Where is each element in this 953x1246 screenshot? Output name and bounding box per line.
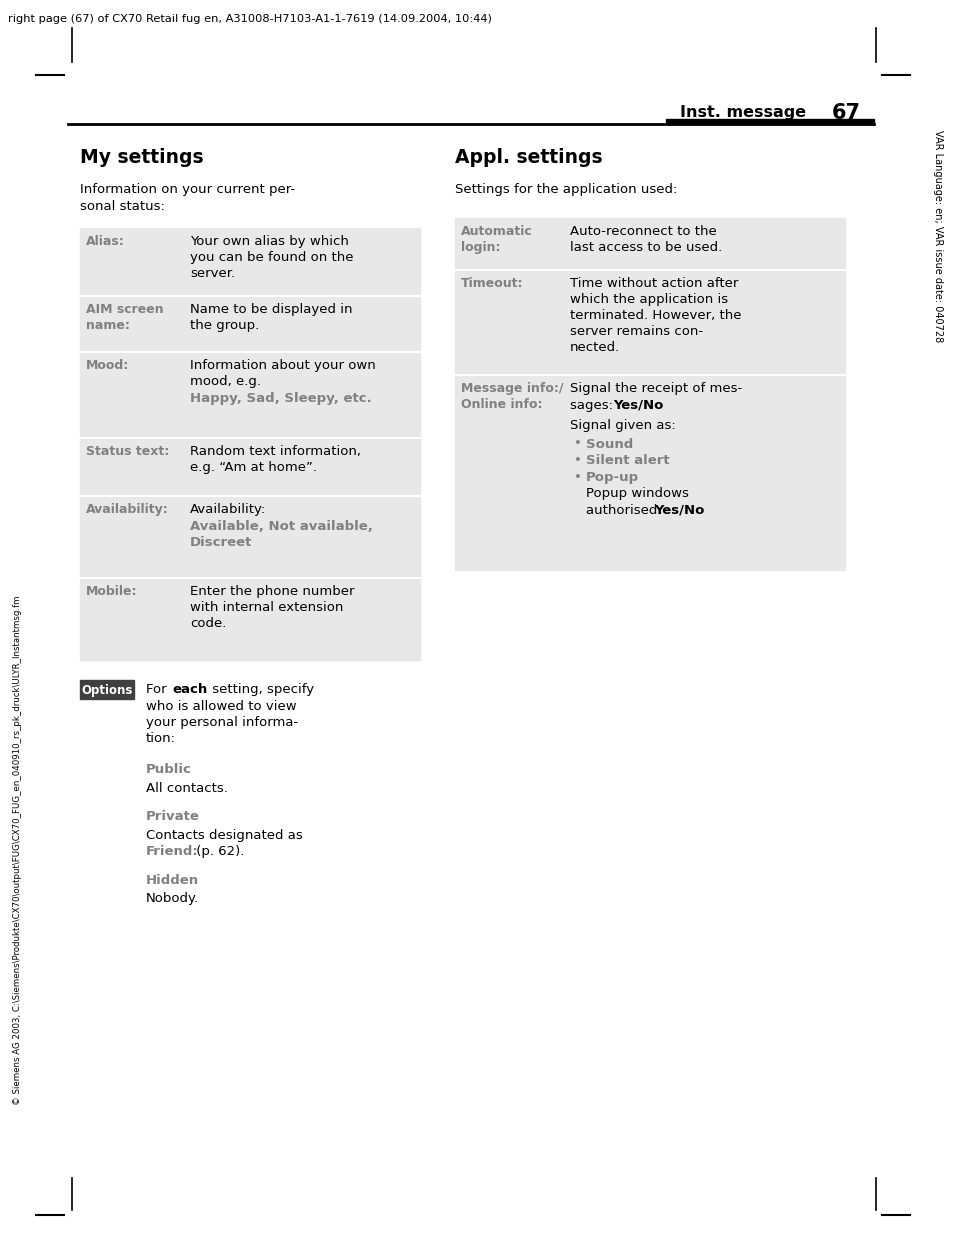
Text: sonal status:: sonal status:	[80, 199, 165, 213]
Text: Friend:: Friend:	[146, 845, 198, 858]
Text: right page (67) of CX70 Retail fug en, A31008-H7103-A1-1-7619 (14.09.2004, 10:44: right page (67) of CX70 Retail fug en, A…	[8, 14, 492, 24]
Text: Mood:: Mood:	[86, 359, 129, 373]
Text: setting, specify: setting, specify	[208, 683, 314, 697]
Text: (p. 62).: (p. 62).	[192, 845, 244, 858]
Text: Enter the phone number
with internal extension
code.: Enter the phone number with internal ext…	[190, 586, 355, 630]
Text: Sound: Sound	[585, 437, 633, 451]
Text: Silent alert: Silent alert	[585, 454, 669, 467]
Text: Random text information,
e.g. “Am at home”.: Random text information, e.g. “Am at hom…	[190, 445, 360, 473]
Text: Contacts designated as: Contacts designated as	[146, 829, 302, 841]
Text: Message info:/
Online info:: Message info:/ Online info:	[460, 383, 563, 411]
Text: Information about your own
mood, e.g.: Information about your own mood, e.g.	[190, 359, 375, 388]
Bar	[80, 439, 419, 496]
Text: Options: Options	[81, 684, 132, 697]
Text: Inst. message: Inst. message	[679, 105, 805, 120]
Text: Happy, Sad, Sleepy, etc.: Happy, Sad, Sleepy, etc.	[190, 392, 372, 405]
Text: Appl. settings: Appl. settings	[455, 148, 602, 167]
Bar	[80, 680, 133, 699]
Text: Automatic
login:: Automatic login:	[460, 226, 532, 254]
Bar	[455, 270, 844, 375]
Text: Availability:: Availability:	[190, 503, 266, 516]
Text: tion:: tion:	[146, 733, 175, 745]
Text: VAR Language: en; VAR issue date: 040728: VAR Language: en; VAR issue date: 040728	[932, 130, 942, 343]
Text: Information on your current per-: Information on your current per-	[80, 183, 294, 196]
Text: Public: Public	[146, 763, 192, 776]
Bar	[455, 218, 844, 270]
Text: sages:: sages:	[569, 399, 617, 411]
Text: Status text:: Status text:	[86, 445, 169, 459]
Bar	[80, 578, 419, 660]
Bar	[80, 496, 419, 578]
Text: Signal given as:: Signal given as:	[569, 419, 675, 432]
Text: authorised:: authorised:	[585, 503, 665, 517]
Text: •: •	[574, 454, 581, 467]
Text: Available, Not available,
Discreet: Available, Not available, Discreet	[190, 520, 373, 548]
Text: For: For	[146, 683, 171, 697]
Text: My settings: My settings	[80, 148, 203, 167]
Text: Settings for the application used:: Settings for the application used:	[455, 183, 677, 196]
Bar	[80, 297, 419, 353]
Text: Name to be displayed in
the group.: Name to be displayed in the group.	[190, 303, 352, 331]
Text: Yes/No: Yes/No	[654, 503, 703, 517]
Bar	[80, 228, 419, 297]
Text: Mobile:: Mobile:	[86, 586, 137, 598]
Text: Time without action after
which the application is
terminated. However, the
serv: Time without action after which the appl…	[569, 277, 740, 354]
Text: Signal the receipt of mes-: Signal the receipt of mes-	[569, 383, 741, 395]
Text: your personal informa-: your personal informa-	[146, 716, 298, 729]
Text: All contacts.: All contacts.	[146, 781, 228, 795]
Text: who is allowed to view: who is allowed to view	[146, 699, 296, 713]
Text: © Siemens AG 2003, C:\Siemens\Produkte\CX70\output\FUG\CX70_FUG_en_040910_rs_pk_: © Siemens AG 2003, C:\Siemens\Produkte\C…	[13, 596, 23, 1105]
Text: Auto-reconnect to the
last access to be used.: Auto-reconnect to the last access to be …	[569, 226, 721, 254]
Text: •: •	[574, 471, 581, 483]
Text: Popup windows: Popup windows	[585, 487, 688, 500]
Text: Yes/No: Yes/No	[613, 399, 662, 411]
Bar	[665, 120, 873, 125]
Text: •: •	[574, 437, 581, 451]
Text: Timeout:: Timeout:	[460, 277, 523, 290]
Text: each: each	[172, 683, 207, 697]
Bar	[80, 353, 419, 439]
Bar	[455, 375, 844, 569]
Text: Pop-up: Pop-up	[585, 471, 639, 483]
Text: Alias:: Alias:	[86, 235, 125, 248]
Text: Availability:: Availability:	[86, 503, 169, 516]
Text: Hidden: Hidden	[146, 873, 199, 886]
Text: Private: Private	[146, 810, 200, 824]
Text: Your own alias by which
you can be found on the
server.: Your own alias by which you can be found…	[190, 235, 354, 280]
Text: Nobody.: Nobody.	[146, 892, 199, 905]
Text: AIM screen
name:: AIM screen name:	[86, 303, 164, 331]
Text: 67: 67	[831, 103, 861, 123]
